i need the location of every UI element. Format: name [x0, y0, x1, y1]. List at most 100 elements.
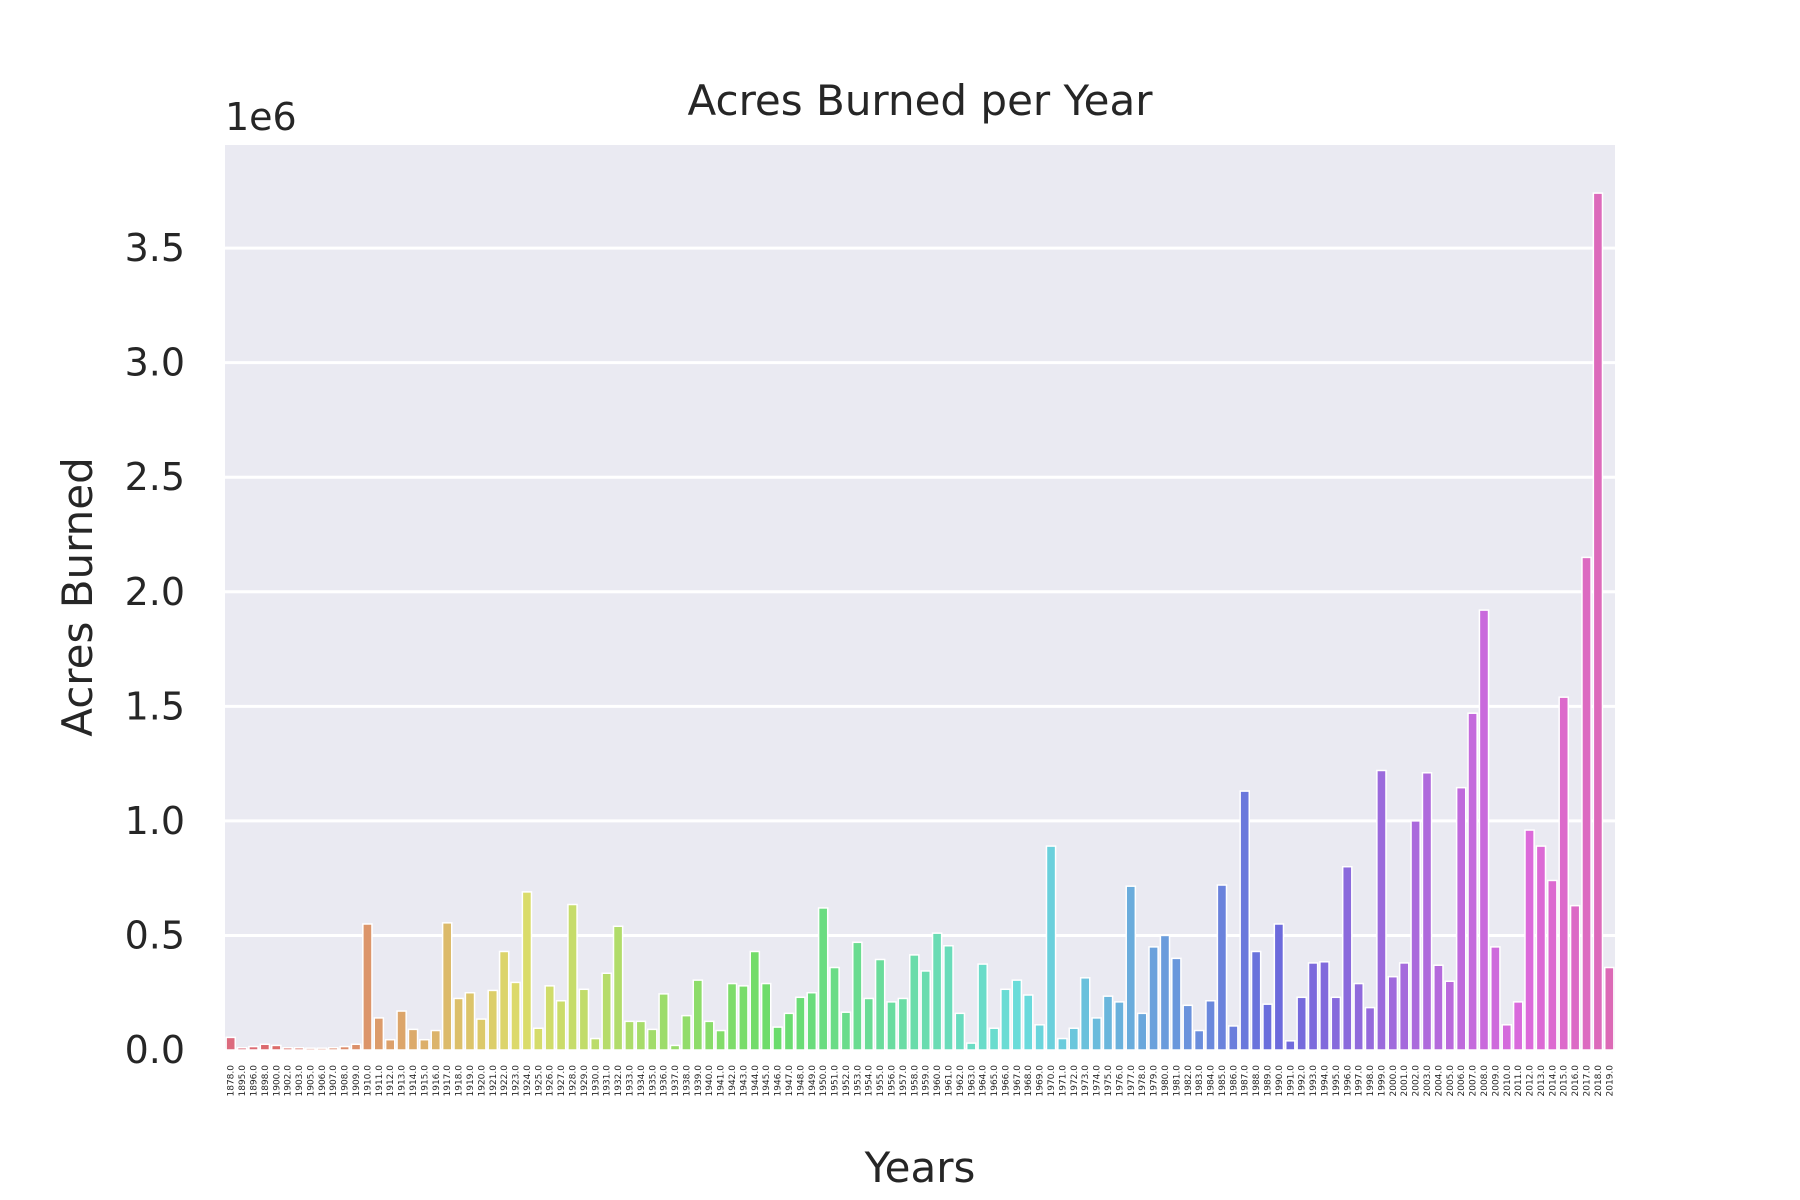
bar — [1547, 879, 1558, 1051]
bar — [419, 1038, 430, 1051]
x-tick-label: 2018.0 — [1594, 1065, 1604, 1097]
bar — [760, 982, 772, 1051]
bar — [1319, 961, 1330, 1051]
bar — [703, 1020, 715, 1051]
bar — [1000, 988, 1011, 1051]
x-tick-label: 2004.0 — [1434, 1065, 1444, 1097]
bar — [533, 1027, 544, 1051]
x-tick-label: 2014.0 — [1548, 1065, 1558, 1097]
x-tick-label: 1906.0 — [318, 1065, 328, 1097]
bar — [1205, 999, 1216, 1051]
bar — [1524, 829, 1535, 1051]
x-tick-label: 1925.0 — [534, 1065, 544, 1097]
bar — [589, 1037, 601, 1051]
bar — [726, 982, 738, 1051]
bar — [840, 1011, 852, 1051]
x-tick-label: 1900.0 — [272, 1065, 282, 1097]
x-tick-label: 1939.0 — [694, 1065, 704, 1097]
x-tick-label: 1993.0 — [1309, 1065, 1319, 1097]
x-tick-label: 1943.0 — [739, 1065, 749, 1097]
x-tick-label: 1954.0 — [865, 1065, 875, 1097]
x-tick-label: 1937.0 — [671, 1065, 681, 1097]
bar — [248, 1045, 259, 1051]
bar — [464, 991, 476, 1051]
x-tick-label: 1977.0 — [1127, 1065, 1137, 1097]
bar — [624, 1020, 635, 1051]
x-axis-label: Years — [864, 1143, 976, 1192]
x-tick-label: 1991.0 — [1286, 1065, 1296, 1097]
bar — [1478, 609, 1490, 1051]
bar — [350, 1043, 362, 1051]
bar — [1569, 904, 1581, 1051]
x-tick-label: 1966.0 — [1001, 1065, 1011, 1097]
bar — [1307, 962, 1319, 1051]
bar — [1011, 979, 1023, 1051]
x-tick-label: 1988.0 — [1252, 1065, 1262, 1097]
x-tick-label: 2007.0 — [1469, 1065, 1479, 1097]
x-tick-label: 2009.0 — [1491, 1065, 1501, 1097]
bar — [646, 1028, 658, 1051]
bar — [669, 1044, 681, 1051]
x-tick-label: 1905.0 — [306, 1065, 316, 1097]
x-tick-label: 2019.0 — [1605, 1065, 1615, 1097]
bar — [772, 1026, 783, 1051]
x-tick-label: 1978.0 — [1138, 1065, 1148, 1097]
bar — [886, 1001, 897, 1051]
x-tick-label: 1957.0 — [899, 1065, 909, 1097]
x-tick-label: 1945.0 — [762, 1065, 772, 1097]
y-tick-labels: 0.0 0.5 1.0 1.5 2.0 2.5 3.0 3.5 — [125, 226, 185, 1072]
bar — [362, 923, 373, 1051]
bar — [555, 999, 567, 1051]
x-tick-label: 2010.0 — [1503, 1065, 1513, 1097]
x-tick-label: 1896.0 — [249, 1065, 259, 1097]
bar — [476, 1018, 487, 1051]
x-tick-label: 2015.0 — [1560, 1065, 1570, 1097]
x-tick-label: 2013.0 — [1537, 1065, 1547, 1097]
x-tick-label: 1941.0 — [717, 1065, 727, 1097]
bar — [544, 985, 556, 1051]
bar — [510, 981, 521, 1051]
x-tick-label: 1972.0 — [1070, 1065, 1080, 1097]
bar — [1376, 769, 1387, 1051]
bar — [396, 1010, 407, 1051]
x-tick-label: 1934.0 — [637, 1065, 647, 1097]
x-tick-label: 2002.0 — [1412, 1065, 1422, 1097]
bar — [954, 1012, 966, 1051]
bar — [1045, 845, 1057, 1051]
bar — [635, 1020, 647, 1051]
x-tick-label: 1994.0 — [1320, 1065, 1330, 1097]
bar — [612, 925, 624, 1051]
x-tick-label: 1974.0 — [1093, 1065, 1103, 1097]
bar — [1353, 982, 1364, 1051]
x-tick-label: 1965.0 — [990, 1065, 1000, 1097]
x-tick-label: 1933.0 — [625, 1065, 635, 1097]
bar — [783, 1012, 795, 1051]
x-tick-label: 1936.0 — [660, 1065, 670, 1097]
bar — [225, 1036, 237, 1051]
bar — [1148, 946, 1159, 1051]
bar — [1467, 712, 1478, 1051]
bar — [270, 1044, 282, 1051]
x-tick-label: 2000.0 — [1389, 1065, 1399, 1097]
x-tick-label: 1878.0 — [227, 1065, 237, 1097]
bar — [1421, 772, 1433, 1051]
bar — [1512, 1001, 1524, 1051]
x-tick-label: 1918.0 — [455, 1065, 465, 1097]
x-tick-label: 1919.0 — [466, 1065, 476, 1097]
x-tick-label: 1907.0 — [329, 1065, 339, 1097]
bar — [1034, 1024, 1045, 1051]
bar — [715, 1029, 726, 1051]
x-tick-label: 1916.0 — [432, 1065, 442, 1097]
bar — [806, 991, 818, 1051]
x-tick-label: 1935.0 — [648, 1065, 658, 1097]
bar — [339, 1045, 350, 1051]
x-tick-label: 1960.0 — [933, 1065, 943, 1097]
x-tick-label: 1922.0 — [500, 1065, 510, 1097]
bar — [1398, 962, 1410, 1051]
x-tick-label: 1929.0 — [580, 1065, 590, 1097]
bar — [1433, 964, 1444, 1051]
bar — [965, 1042, 977, 1051]
bar — [316, 1047, 328, 1051]
bar — [795, 996, 806, 1051]
